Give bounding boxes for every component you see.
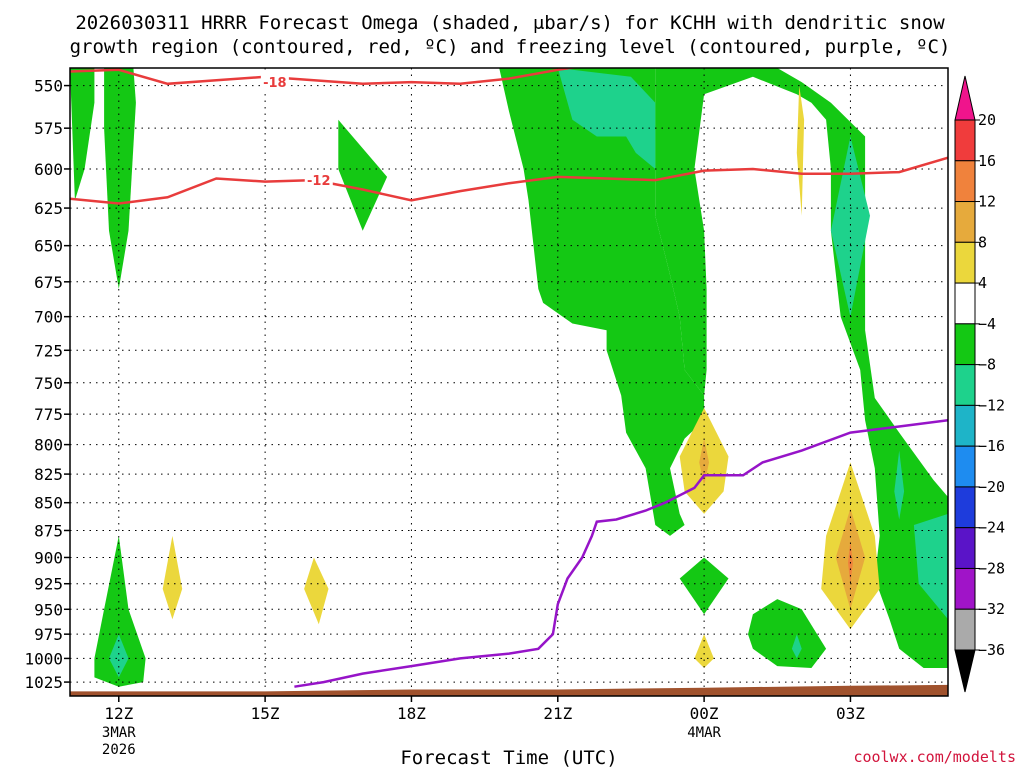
y-tick-label-700: 700	[34, 308, 63, 327]
omega-region-16	[162, 535, 183, 620]
colorbar-label-11: −28	[978, 559, 1005, 577]
y-tick-label-600: 600	[34, 160, 63, 179]
contour-freezing	[294, 419, 948, 688]
colorbar-label-3: 8	[978, 233, 987, 251]
x-tick-label-3: 21Z	[543, 704, 572, 723]
colorbar-bin-3	[954, 201, 976, 243]
x-tick-label-1: 15Z	[251, 704, 280, 723]
y-tick-label-925: 925	[34, 575, 63, 594]
x-tick-label-2: 18Z	[397, 704, 426, 723]
colorbar-bin-5	[954, 282, 976, 325]
x-date-label-0-0: 3MAR	[102, 725, 136, 741]
colorbar-label-0: 20	[978, 111, 996, 129]
y-axis: 550 575 600 625 650 675 700 725 750 775 800 825 850 8…	[24, 77, 70, 692]
y-tick-label-850: 850	[34, 494, 63, 513]
omega-region-3	[499, 68, 705, 536]
contour-label-bg	[304, 172, 333, 188]
omega-region-19	[694, 634, 714, 668]
terrain	[70, 684, 948, 696]
colorbar-bin-6	[954, 323, 976, 366]
colorbar-bin-8	[954, 404, 976, 447]
colorbar-bin-10	[954, 486, 976, 529]
contour-lines: -18 -12	[70, 68, 948, 688]
omega-region-13	[791, 634, 802, 659]
y-tick-label-775: 775	[34, 405, 63, 424]
colorbar-label-10: −24	[978, 519, 1005, 537]
colorbar-label-6: −8	[978, 356, 996, 374]
omega-region-0	[104, 68, 136, 289]
omega-region-10	[913, 513, 948, 620]
x-tick-label-0: 12Z	[104, 704, 133, 723]
omega-region-12	[109, 634, 129, 678]
y-tick-label-800: 800	[34, 436, 63, 455]
x-axis-title: Forecast Time (UTC)	[400, 747, 617, 768]
omega-region-18	[796, 85, 805, 216]
y-tick-label-675: 675	[34, 273, 63, 292]
y-tick-label-975: 975	[34, 625, 63, 644]
y-tick-label-875: 875	[34, 521, 63, 540]
grid-lines	[70, 68, 948, 696]
colorbar-label-5: −4	[978, 315, 996, 333]
terrain-fill	[70, 684, 948, 696]
contour--12	[70, 156, 948, 205]
y-tick-label-625: 625	[34, 199, 63, 218]
colorbar-bin-7	[954, 364, 976, 406]
omega-region-4	[70, 68, 95, 201]
y-tick-label-1000: 1000	[24, 649, 63, 668]
chart-title-line2: growth region (contoured, red, ºC) and f…	[70, 36, 951, 58]
y-tick-label-950: 950	[34, 600, 63, 619]
omega-region-8	[557, 68, 656, 169]
y-tick-label-750: 750	[34, 374, 63, 393]
colorbar-label-4: 4	[978, 274, 987, 292]
colorbar-top-arrow	[954, 75, 976, 121]
y-tick-label-725: 725	[34, 341, 63, 360]
y-tick-label-825: 825	[34, 465, 63, 484]
x-tick-label-5: 03Z	[836, 704, 865, 723]
colorbar-label-7: −12	[978, 396, 1005, 414]
colorbar-bin-4	[954, 241, 976, 284]
omega-region-2	[655, 68, 948, 668]
credit-text[interactable]: coolwx.com/modelts	[853, 748, 1016, 766]
contour-label--18: -18	[263, 76, 287, 91]
contour-label-bg	[260, 74, 289, 90]
contour-label--12: -12	[307, 174, 331, 189]
colorbar-label-9: −20	[978, 478, 1005, 496]
omega-region-9	[830, 136, 870, 317]
colorbar-label-1: 16	[978, 152, 996, 170]
omega-region-6	[679, 557, 729, 615]
omega-region-1	[338, 119, 388, 231]
colorbar-label-13: −36	[978, 641, 1005, 659]
colorbar-bin-13	[954, 608, 976, 651]
x-date-label-0-1: 2026	[102, 742, 136, 758]
colorbar-label-2: 12	[978, 193, 996, 211]
omega-region-5	[94, 535, 146, 687]
colorbar-bottom-arrow	[954, 649, 976, 693]
y-tick-label-550: 550	[34, 77, 63, 96]
omega-region-7	[748, 599, 827, 668]
y-tick-label-1025: 1025	[24, 673, 63, 692]
colorbar-bin-9	[954, 445, 976, 488]
y-tick-label-900: 900	[34, 548, 63, 567]
y-tick-label-575: 575	[34, 119, 63, 138]
omega-shading	[70, 68, 948, 687]
colorbar-bin-11	[954, 527, 976, 569]
colorbar: 20 16 12 8 4 −4 −8 −12 −16 −20 −24 −28 −32 −36	[954, 75, 1005, 693]
x-tick-label-4: 00Z	[690, 704, 719, 723]
contour--18	[70, 68, 579, 86]
x-date-label-1-0: 4MAR	[687, 725, 721, 741]
chart-title-line1: 2026030311 HRRR Forecast Omega (shaded, …	[75, 12, 945, 34]
colorbar-bin-12	[954, 567, 976, 610]
colorbar-label-12: −32	[978, 600, 1005, 618]
colorbar-label-8: −16	[978, 437, 1005, 455]
colorbar-bin-2	[954, 160, 976, 203]
colorbar-bin-1	[954, 119, 976, 162]
y-tick-label-650: 650	[34, 237, 63, 256]
plot-frame	[69, 67, 949, 697]
omega-region-17	[304, 557, 329, 625]
